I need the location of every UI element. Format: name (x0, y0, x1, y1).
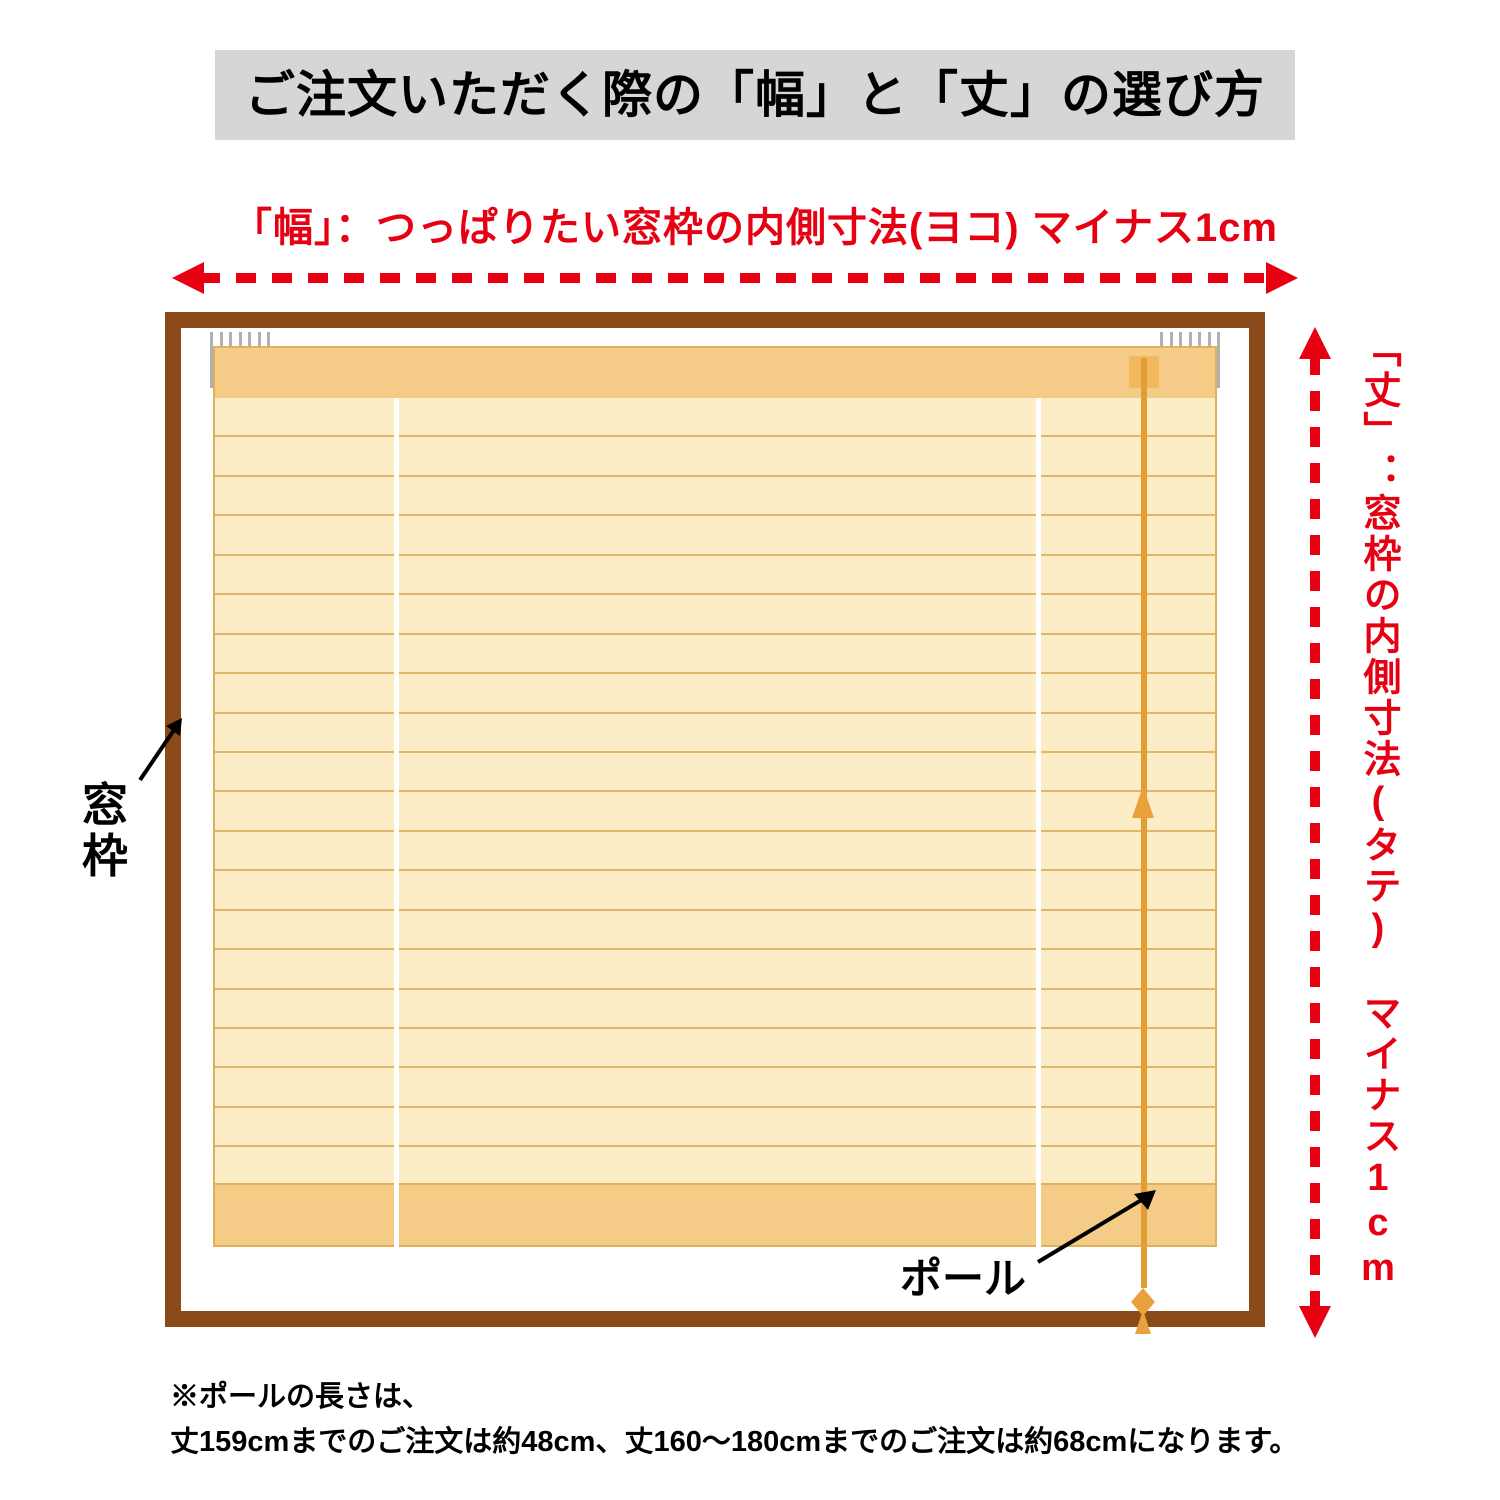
width-dimension (170, 258, 1300, 298)
height-dimension (1295, 325, 1335, 1340)
width-label: 「幅」：つっぱりたい窓枠の内側寸法(ヨコ) マイナス1cm (215, 195, 1295, 253)
frame-label-l2: 枠 (82, 830, 128, 882)
footnote-l1: ※ポールの長さは、 (170, 1381, 431, 1413)
frame-label-l1: 窓 (82, 779, 128, 831)
frame-arrow (130, 710, 190, 790)
pole-mid-ornament (1130, 786, 1156, 827)
footnote: ※ポールの長さは、 丈159cmまでのご注文は約48cm、丈160～180cmま… (170, 1375, 1420, 1465)
pole-tassel (1129, 1288, 1157, 1336)
ladder-string-right (1036, 398, 1041, 1247)
sizing-guide-diagram: ご注文いただく際の「幅」と「丈」の選び方 「幅」：つっぱりたい窓枠の内側寸法(ヨ… (0, 0, 1500, 1500)
pole-label: ポール (900, 1245, 1026, 1306)
ladder-string-left (394, 398, 399, 1247)
window-frame (165, 312, 1265, 1327)
footnote-l2: 丈159cmまでのご注文は約48cm、丈160～180cmまでのご注文は約68c… (170, 1426, 1298, 1458)
height-label: 「丈」：窓枠の内側寸法(タテ) マイナス1cm (1360, 310, 1400, 1310)
frame-label: 窓 枠 (75, 780, 135, 881)
blind (213, 346, 1217, 1247)
title: ご注文いただく際の「幅」と「丈」の選び方 (215, 50, 1295, 140)
pole-arrow (1030, 1180, 1170, 1260)
blind-headrail (213, 346, 1217, 400)
blind-slats (213, 398, 1217, 1187)
